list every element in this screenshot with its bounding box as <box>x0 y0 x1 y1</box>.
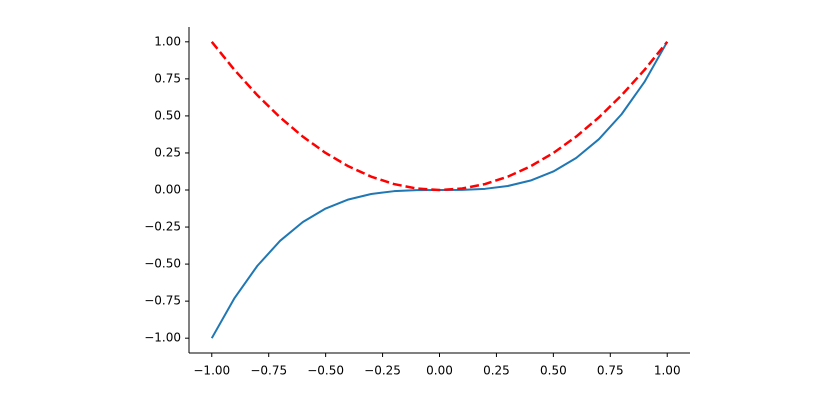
y-tick-label: 0.75 <box>154 71 181 85</box>
x-tick-label: −0.25 <box>364 364 401 378</box>
x-tick-label: 0.00 <box>426 364 453 378</box>
x-tick-label: −1.00 <box>193 364 230 378</box>
y-tick-label: 0.25 <box>154 145 181 159</box>
x-tick-label: 0.50 <box>540 364 567 378</box>
x-tick-label: 1.00 <box>654 364 681 378</box>
x-tick-label: −0.50 <box>307 364 344 378</box>
y-tick-label: 0.00 <box>154 183 181 197</box>
x-tick-label: 0.75 <box>597 364 624 378</box>
y-tick-label: 1.00 <box>154 34 181 48</box>
y-tick-label: −0.50 <box>144 257 181 271</box>
x-tick-label: 0.25 <box>483 364 510 378</box>
y-tick-label: 0.50 <box>154 108 181 122</box>
y-tick-label: −0.75 <box>144 294 181 308</box>
y-tick-label: −0.25 <box>144 220 181 234</box>
y-tick-label: −1.00 <box>144 331 181 345</box>
x-tick-label: −0.75 <box>250 364 287 378</box>
series-line <box>210 41 669 192</box>
